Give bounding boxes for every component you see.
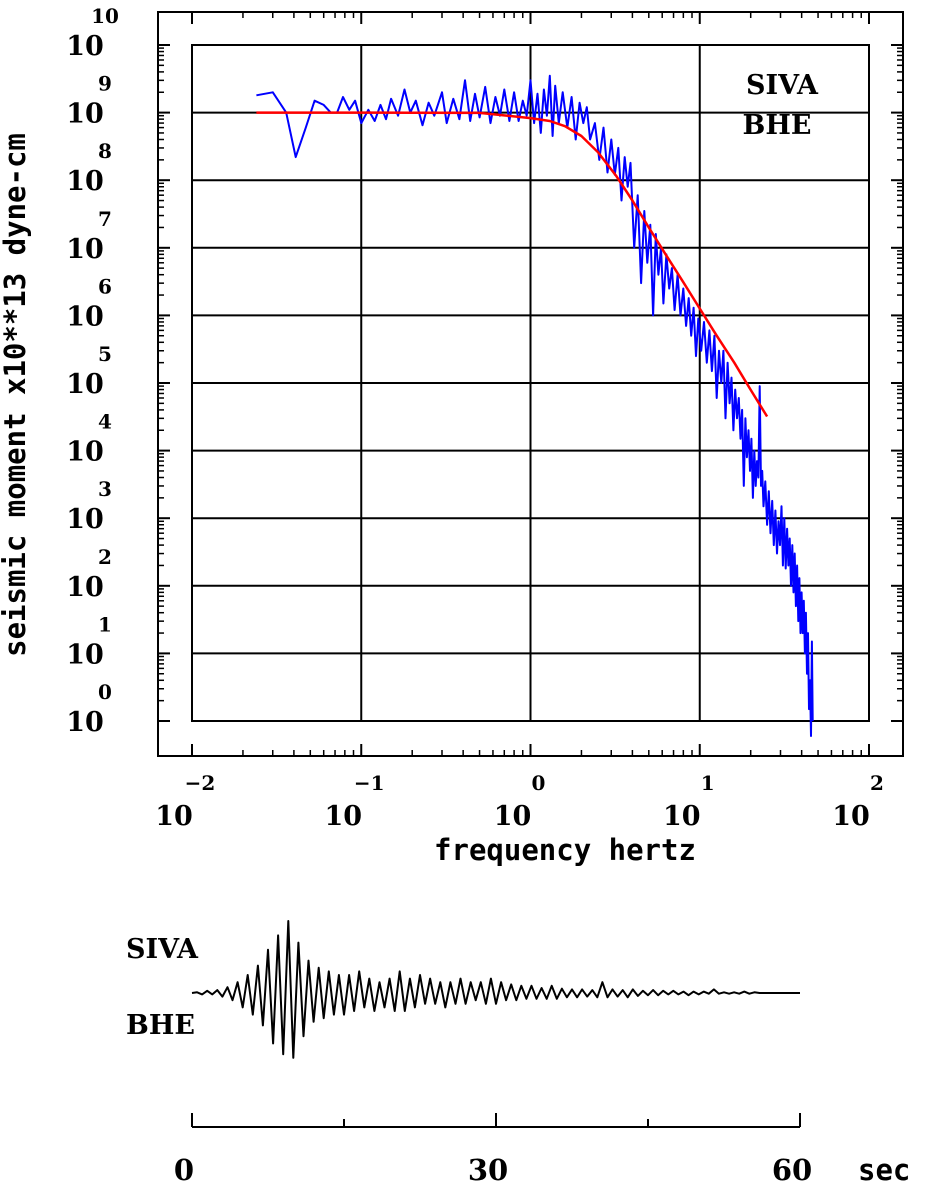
y-tick-label-exponent: 0 bbox=[98, 680, 112, 704]
x-tick-label-exponent: −2 bbox=[185, 771, 216, 795]
station-annotation: SIVA bbox=[746, 70, 819, 101]
x-tick-label-base: 10 bbox=[663, 801, 701, 832]
time-tick-label: 60 bbox=[772, 1153, 812, 1184]
y-tick-label-exponent: 10 bbox=[91, 4, 119, 28]
y-tick-label-exponent: 3 bbox=[98, 477, 112, 501]
y-tick-label-base: 10 bbox=[66, 504, 104, 535]
x-tick-label-base: 10 bbox=[494, 801, 532, 832]
y-tick-label-base: 10 bbox=[66, 639, 104, 670]
spectrum-series-group bbox=[256, 74, 814, 737]
x-tick-label-base: 10 bbox=[832, 801, 870, 832]
y-tick-label-base: 10 bbox=[66, 707, 104, 738]
y-axis-label: seismic moment x10**13 dyne-cm bbox=[0, 133, 32, 657]
seismogram-component-label: BHE bbox=[126, 1010, 195, 1041]
component-annotation: BHE bbox=[743, 110, 812, 141]
seismogram-station-label: SIVA bbox=[126, 934, 199, 965]
y-tick-label-base: 10 bbox=[66, 572, 104, 603]
y-tick-label-base: 10 bbox=[66, 31, 104, 62]
x-tick-label-base: 10 bbox=[324, 801, 362, 832]
y-tick-label-exponent: 2 bbox=[98, 545, 112, 569]
observed-spectrum-line bbox=[256, 74, 814, 737]
seismogram-trace bbox=[191, 920, 800, 1059]
seismogram-panel: SIVA BHE 0 30 60 sec bbox=[126, 920, 910, 1184]
spectrum-ticks bbox=[158, 12, 903, 756]
time-unit-label: sec bbox=[858, 1153, 910, 1184]
model-fit-line bbox=[256, 111, 769, 418]
y-tick-label-base: 10 bbox=[66, 301, 104, 332]
y-tick-label-base: 10 bbox=[66, 166, 104, 197]
x-tick-label-base: 10 bbox=[155, 801, 193, 832]
y-tick-label-base: 10 bbox=[66, 437, 104, 468]
y-tick-label-exponent: 4 bbox=[98, 410, 112, 434]
y-tick-label-exponent: 6 bbox=[98, 274, 112, 298]
x-tick-label-exponent: 1 bbox=[701, 771, 715, 795]
y-tick-label-exponent: 9 bbox=[98, 72, 112, 96]
x-axis-label: frequency hertz bbox=[434, 833, 696, 867]
x-tick-label-exponent: 0 bbox=[532, 771, 546, 795]
y-tick-label-base: 10 bbox=[66, 369, 104, 400]
x-tick-label-exponent: −1 bbox=[354, 771, 385, 795]
y-tick-label-base: 10 bbox=[66, 234, 104, 265]
time-tick-label: 0 bbox=[174, 1153, 194, 1184]
y-tick-label-exponent: 1 bbox=[98, 612, 112, 636]
y-tick-label-base: 10 bbox=[66, 99, 104, 130]
x-tick-label-exponent: 2 bbox=[870, 771, 884, 795]
y-tick-label-exponent: 5 bbox=[98, 342, 112, 366]
spectrum-labels: 1001011021031041051061071081091010−210−1… bbox=[0, 4, 884, 867]
y-tick-label-exponent: 7 bbox=[98, 207, 112, 231]
y-tick-label-exponent: 8 bbox=[98, 139, 112, 163]
time-tick-label: 30 bbox=[468, 1153, 508, 1184]
